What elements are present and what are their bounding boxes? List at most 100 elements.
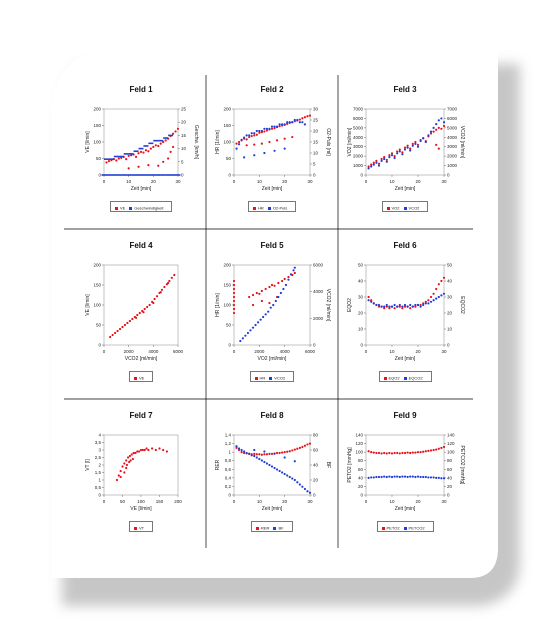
data-point bbox=[165, 174, 171, 176]
data-point bbox=[119, 469, 122, 473]
data-point bbox=[232, 303, 236, 307]
data-point bbox=[291, 449, 294, 452]
legend-item: HR bbox=[253, 202, 264, 213]
y-tick-label: 20 bbox=[358, 484, 364, 489]
x-tick-label: 100 bbox=[137, 499, 145, 504]
data-point bbox=[139, 150, 143, 153]
legend-item: VO2 bbox=[386, 202, 400, 213]
data-point bbox=[401, 475, 404, 478]
data-point bbox=[288, 475, 291, 479]
data-point bbox=[375, 159, 378, 162]
data-point bbox=[442, 477, 446, 480]
data-point bbox=[157, 144, 160, 148]
data-point bbox=[255, 129, 258, 133]
chart-panel-9: Feld 9 0 10 20 30 0 20 40 60 80 100 120 140 0 20 40 60 80… bbox=[340, 401, 470, 547]
data-point bbox=[267, 310, 270, 313]
y-tick-label: 1,4 bbox=[225, 433, 232, 438]
data-point bbox=[278, 125, 281, 128]
series-geschwindigkeit bbox=[101, 134, 181, 176]
legend-label: VE bbox=[139, 375, 145, 381]
data-point bbox=[388, 307, 391, 310]
y2-tick-label: 120 bbox=[447, 441, 455, 446]
data-point bbox=[131, 457, 134, 461]
data-point bbox=[286, 121, 289, 124]
data-point bbox=[270, 127, 274, 130]
data-point bbox=[253, 448, 256, 452]
data-point bbox=[155, 295, 159, 298]
data-point bbox=[133, 150, 139, 153]
data-point bbox=[160, 174, 166, 176]
data-point bbox=[119, 475, 122, 479]
y2-tick-label: 5 bbox=[181, 159, 184, 164]
data-point bbox=[144, 149, 148, 152]
data-point bbox=[245, 451, 248, 455]
data-point bbox=[406, 475, 409, 479]
chart-legend: HR VCO2 bbox=[249, 371, 295, 382]
data-point bbox=[141, 448, 144, 452]
x-axis-label: Zeit [min] bbox=[131, 186, 152, 192]
x-tick-label: 4000 bbox=[280, 349, 291, 354]
x-tick-label: 10 bbox=[257, 499, 263, 504]
data-point bbox=[126, 174, 132, 176]
y-tick-label: 140 bbox=[355, 433, 363, 438]
y-axis-label: VO2 [ml/min] bbox=[347, 127, 353, 157]
data-point bbox=[435, 128, 438, 131]
data-point bbox=[432, 448, 435, 452]
data-point bbox=[380, 159, 383, 162]
y-tick-label: 5000 bbox=[353, 125, 364, 130]
data-point bbox=[303, 444, 307, 447]
data-point bbox=[435, 122, 438, 126]
chart-svg: 0 50 100 150 200 0 0,5 1 1,5 2 2,5 3 3,5 4 VE [l/min] V… bbox=[85, 433, 182, 513]
y2-tick-label: 0 bbox=[313, 343, 316, 348]
y-tick-label: 0 bbox=[360, 343, 363, 348]
data-point bbox=[121, 325, 124, 329]
data-point bbox=[235, 446, 238, 449]
data-point bbox=[398, 475, 401, 479]
data-point bbox=[169, 150, 172, 153]
data-point bbox=[367, 476, 370, 479]
data-point bbox=[278, 123, 281, 126]
data-point bbox=[157, 164, 160, 167]
data-point bbox=[377, 451, 381, 455]
data-point bbox=[429, 295, 433, 299]
data-point bbox=[268, 463, 271, 467]
data-point bbox=[253, 452, 256, 455]
data-point bbox=[419, 475, 422, 479]
data-point bbox=[274, 299, 277, 303]
data-point bbox=[232, 307, 236, 311]
legend-label: PETCO2 bbox=[408, 525, 425, 531]
y2-tick-label: 20 bbox=[313, 478, 319, 483]
data-point bbox=[143, 307, 146, 311]
y-tick-label: 100 bbox=[93, 140, 101, 145]
legend-swatch bbox=[386, 206, 390, 210]
data-point bbox=[414, 451, 417, 454]
data-point bbox=[264, 313, 267, 316]
y-tick-label: 150 bbox=[93, 283, 101, 288]
y-tick-label: 2,5 bbox=[95, 455, 102, 460]
x-tick-label: 50 bbox=[120, 499, 126, 504]
data-point bbox=[409, 475, 412, 478]
data-point bbox=[414, 475, 417, 479]
data-point bbox=[303, 487, 307, 491]
y2-tick-label: 15 bbox=[181, 133, 187, 138]
y2-axis-label: VCO2 [ml/min] bbox=[325, 289, 331, 322]
y-tick-label: 200 bbox=[93, 107, 101, 112]
chart-legend: VT bbox=[129, 521, 154, 532]
data-point bbox=[277, 295, 280, 299]
data-point bbox=[367, 299, 370, 302]
y-tick-label: 0,6 bbox=[225, 467, 232, 472]
data-point bbox=[139, 448, 143, 452]
data-point bbox=[308, 114, 312, 117]
data-point bbox=[283, 137, 286, 140]
series-bf bbox=[235, 445, 312, 494]
y-tick-label: 3 bbox=[98, 448, 101, 453]
data-point bbox=[125, 463, 129, 467]
data-point bbox=[283, 277, 286, 281]
y-tick-label: 100 bbox=[223, 303, 231, 308]
x-tick-label: 0 bbox=[103, 499, 106, 504]
data-point bbox=[293, 478, 296, 482]
data-point bbox=[270, 283, 274, 287]
data-point bbox=[275, 451, 279, 455]
y2-tick-label: 2000 bbox=[447, 154, 458, 159]
data-point bbox=[396, 305, 399, 308]
